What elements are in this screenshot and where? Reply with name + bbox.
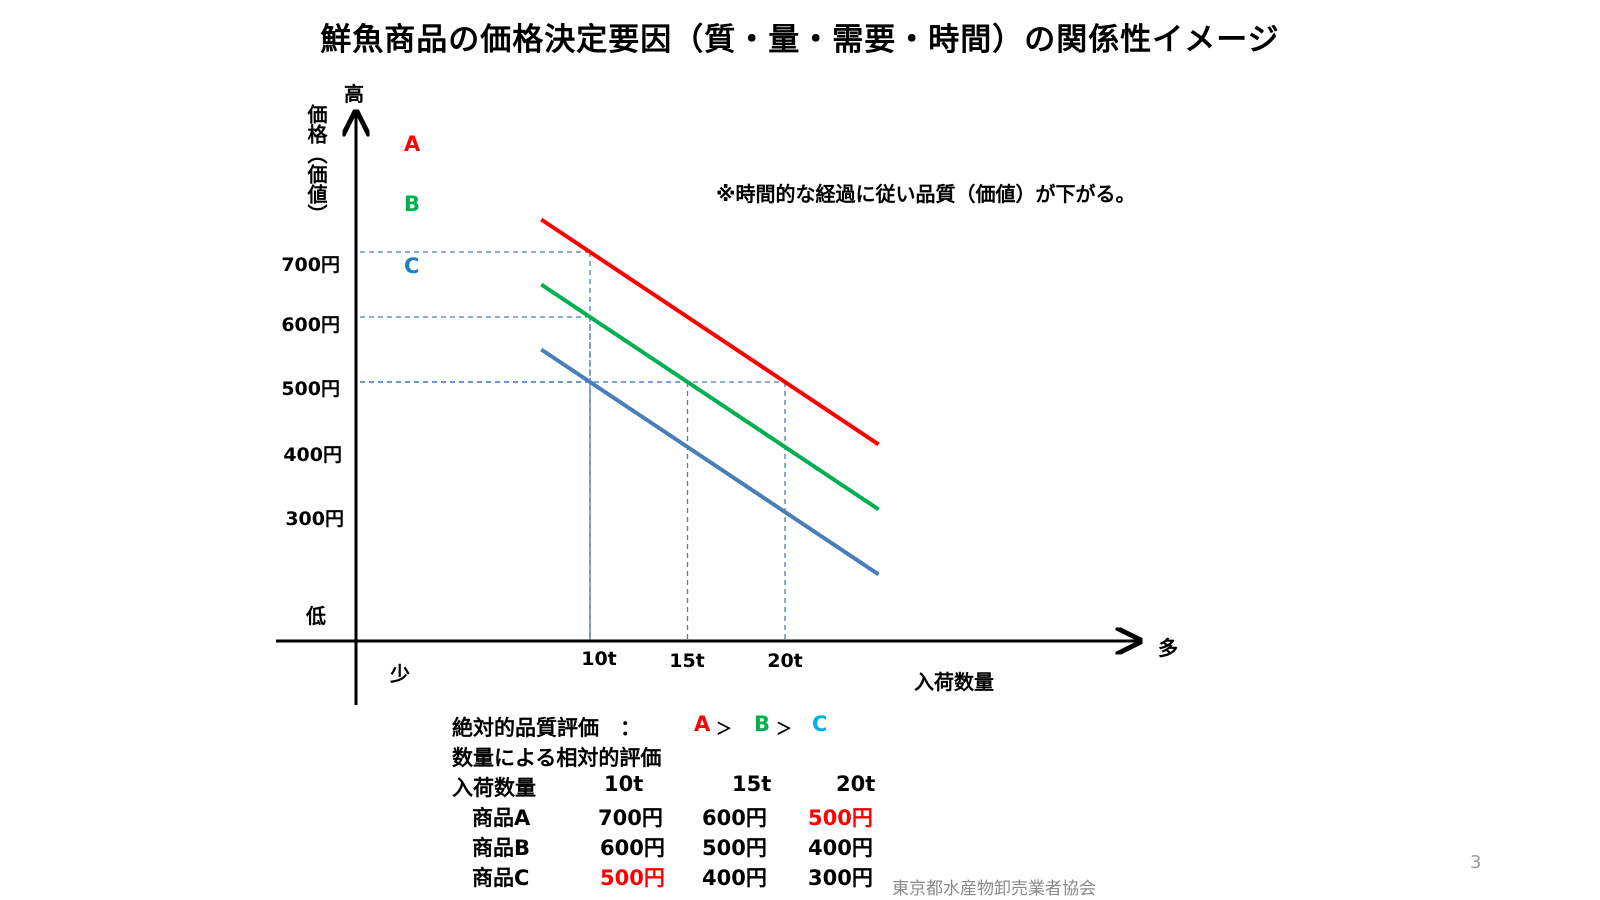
greater-than-sign: ＞: [776, 719, 793, 738]
x-axis-high-label: 多: [1158, 636, 1178, 660]
price-cell: 400円: [808, 836, 873, 860]
x-axis-low-label: 少: [390, 662, 410, 686]
table-header: 15t: [732, 772, 772, 796]
table-header: 20t: [836, 772, 876, 796]
relative-evaluation-title: 数量による相対的評価: [452, 746, 662, 770]
y-tick-label: 400円: [283, 444, 342, 466]
page-title: 鮮魚商品の価格決定要因（質・量・需要・時間）の関係性イメージ: [320, 22, 1280, 58]
x-tick-label: 20t: [767, 650, 803, 672]
table-header: 10t: [604, 772, 644, 796]
price-cell: 600円: [600, 836, 665, 860]
page-number: 3: [1470, 852, 1482, 873]
price-cell: 300円: [808, 866, 873, 890]
absolute-evaluation-label: 絶対的品質評価 ：: [452, 716, 641, 740]
y-tick-label: 300円: [285, 508, 344, 530]
x-tick-label: 10t: [581, 648, 617, 670]
organization-footer: 東京都水産物卸売業者協会: [892, 879, 1096, 899]
series-label-b: B: [404, 192, 421, 216]
rank-b: B: [754, 712, 771, 736]
product-name: 商品A: [472, 806, 531, 830]
price-cell: 400円: [702, 866, 767, 890]
series-line-b: [540, 282, 880, 512]
series-line-c: [540, 347, 880, 577]
rank-a: A: [694, 712, 711, 736]
y-axis-high-label: 高: [344, 82, 364, 106]
rank-c: C: [812, 712, 828, 736]
y-axis-low-label: 低: [306, 604, 326, 628]
y-tick-label: 600円: [281, 314, 340, 336]
price-cell-highlight: 500円: [600, 866, 665, 890]
y-tick-label: 500円: [281, 378, 340, 400]
x-axis-title: 入荷数量: [914, 670, 994, 694]
series-label-c: C: [404, 254, 420, 278]
price-cell-highlight: 500円: [808, 806, 873, 830]
price-cell: 500円: [702, 836, 767, 860]
price-cell: 600円: [702, 806, 767, 830]
series-line-a: [540, 217, 880, 447]
x-tick-label: 15t: [669, 650, 705, 672]
greater-than-sign: ＞: [716, 719, 733, 738]
quality-decline-note: ※時間的な経過に従い品質（価値）が下がる。: [716, 182, 1136, 206]
y-axis-title: 価格（価値）: [304, 104, 328, 224]
price-cell: 700円: [598, 806, 663, 830]
y-tick-label: 700円: [281, 254, 340, 276]
product-name: 商品B: [472, 836, 531, 860]
product-name: 商品C: [472, 866, 530, 890]
table-header: 入荷数量: [452, 776, 536, 800]
series-label-a: A: [404, 132, 421, 156]
